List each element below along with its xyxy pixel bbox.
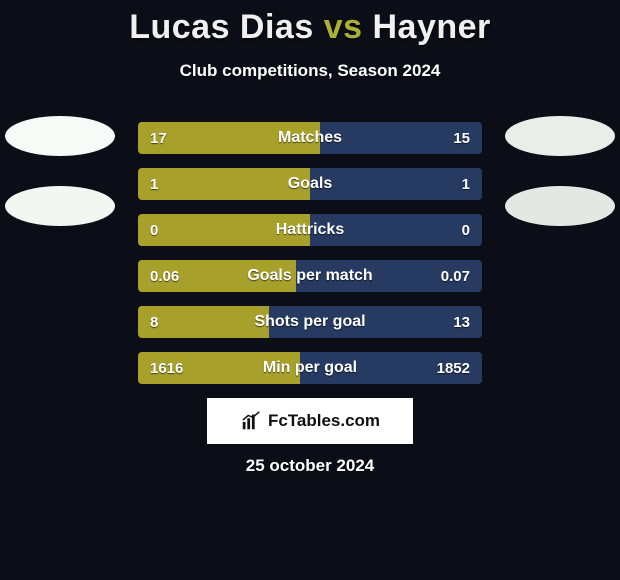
- page-title: Lucas Dias vs Hayner: [0, 0, 620, 47]
- stats-list: 17Matches15 1Goals1 0Hattricks0 0.06Goals p…: [138, 122, 482, 384]
- player2-name: Hayner: [363, 8, 491, 46]
- stat-right-value: 13: [453, 306, 470, 338]
- avatar: [5, 116, 115, 156]
- stat-label: Min per goal: [138, 352, 482, 384]
- stat-row: 0.06Goals per match0.07: [138, 260, 482, 292]
- stat-right-value: 0.07: [441, 260, 470, 292]
- logo-badge[interactable]: FcTables.com: [207, 398, 413, 444]
- vs-text: vs: [324, 8, 363, 46]
- stat-row: 17Matches15: [138, 122, 482, 154]
- stat-label: Goals per match: [138, 260, 482, 292]
- stat-label: Goals: [138, 168, 482, 200]
- stat-right-value: 1852: [437, 352, 470, 384]
- subtitle: Club competitions, Season 2024: [0, 61, 620, 81]
- avatar-col-right: [500, 116, 620, 226]
- avatar: [505, 186, 615, 226]
- avatar: [505, 116, 615, 156]
- avatar-col-left: [0, 116, 120, 226]
- stat-row: 0Hattricks0: [138, 214, 482, 246]
- chart-icon: [240, 410, 262, 432]
- comparison-card: Lucas Dias vs Hayner Club competitions, …: [0, 0, 620, 580]
- stat-label: Hattricks: [138, 214, 482, 246]
- player1-name: Lucas Dias: [129, 8, 323, 46]
- stat-label: Shots per goal: [138, 306, 482, 338]
- stat-label: Matches: [138, 122, 482, 154]
- stat-row: 1616Min per goal1852: [138, 352, 482, 384]
- date-text: 25 october 2024: [0, 456, 620, 476]
- stat-row: 1Goals1: [138, 168, 482, 200]
- avatar: [5, 186, 115, 226]
- stat-right-value: 15: [453, 122, 470, 154]
- stat-right-value: 0: [462, 214, 470, 246]
- logo-text: FcTables.com: [268, 411, 380, 431]
- stat-row: 8Shots per goal13: [138, 306, 482, 338]
- stat-right-value: 1: [462, 168, 470, 200]
